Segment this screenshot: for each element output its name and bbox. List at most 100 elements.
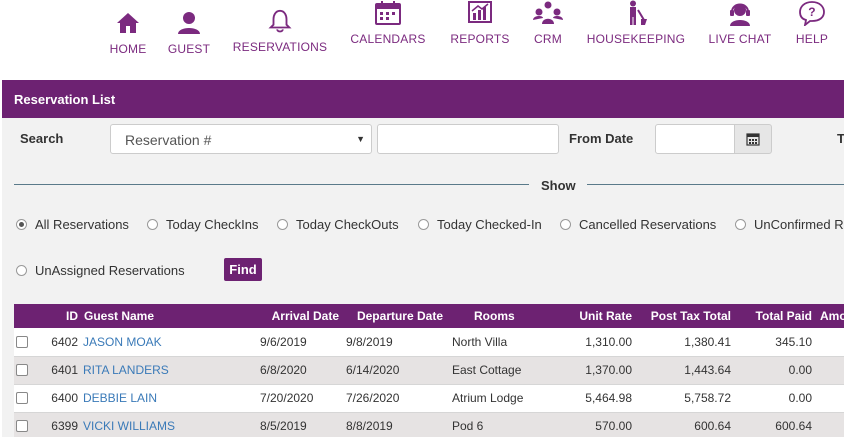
radio-dot[interactable]: [147, 219, 158, 230]
col-guest-name[interactable]: Guest Name: [78, 304, 257, 328]
calendar-icon: [375, 1, 401, 25]
cell-rooms: North Villa: [449, 328, 541, 357]
radio-dot[interactable]: [16, 219, 27, 230]
housekeeping-icon: [630, 0, 647, 25]
reservation-table: ID Guest Name Arrival Date Departure Dat…: [14, 304, 844, 437]
from-date-input[interactable]: [655, 124, 735, 154]
radio-dot[interactable]: [418, 219, 429, 230]
col-amount[interactable]: Amo: [818, 304, 844, 328]
row-checkbox-cell: [14, 384, 42, 413]
col-total-paid[interactable]: Total Paid: [737, 304, 818, 328]
home-icon: [117, 13, 139, 33]
radio-dot[interactable]: [560, 219, 571, 230]
search-label: Search: [20, 131, 64, 146]
row-checkbox-cell: [14, 356, 42, 385]
cell-post-tax: 1,443.64: [638, 356, 737, 385]
cell-guest-name[interactable]: JASON MOAK: [78, 328, 257, 357]
cell-post-tax: 600.64: [638, 412, 737, 437]
search-type-value: Reservation #: [125, 132, 212, 148]
calendar-icon: [746, 133, 760, 146]
radio-cancelled-reservations[interactable]: Cancelled Reservations: [560, 217, 716, 232]
cell-guest-name[interactable]: DEBBIE LAIN: [78, 384, 257, 413]
cell-unit-rate: 5,464.98: [541, 384, 638, 413]
crm-icon: [533, 1, 563, 24]
row-checkbox[interactable]: [16, 420, 28, 432]
nav-reports[interactable]: REPORTS: [448, 0, 512, 46]
radio-unassigned-reservations[interactable]: UnAssigned Reservations: [16, 263, 185, 278]
radio-today-checkouts[interactable]: Today CheckOuts: [277, 217, 399, 232]
cell-unit-rate: 570.00: [541, 412, 638, 437]
col-arrival-date[interactable]: Arrival Date: [257, 304, 343, 328]
col-unit-rate[interactable]: Unit Rate: [541, 304, 638, 328]
cell-post-tax: 5,758.72: [638, 384, 737, 413]
cell-guest-name[interactable]: RITA LANDERS: [78, 356, 257, 385]
find-button[interactable]: Find: [224, 258, 262, 281]
radio-unconfirmed-reservations[interactable]: UnConfirmed R: [735, 217, 844, 232]
table-header-row: ID Guest Name Arrival Date Departure Dat…: [14, 304, 844, 328]
nav-home[interactable]: HOME: [108, 10, 148, 56]
radio-today-checked-in[interactable]: Today Checked-In: [418, 217, 542, 232]
cell-departure: 8/8/2019: [343, 412, 449, 437]
cell-arrival: 8/5/2019: [257, 412, 343, 437]
cell-paid: 600.64: [737, 412, 818, 437]
cell-guest-name[interactable]: VICKI WILLIAMS: [78, 412, 257, 437]
radio-dot[interactable]: [277, 219, 288, 230]
show-label: Show: [541, 178, 576, 193]
bell-icon: [268, 9, 292, 33]
cell-amount: [818, 412, 844, 437]
row-checkbox[interactable]: [16, 364, 28, 376]
cell-departure: 9/8/2019: [343, 328, 449, 357]
radio-today-checkins[interactable]: Today CheckIns: [147, 217, 259, 232]
cell-rooms: Atrium Lodge: [449, 384, 541, 413]
table-row: 6400 DEBBIE LAIN 7/20/2020 7/26/2020 Atr…: [14, 384, 844, 413]
divider-right: [587, 184, 844, 185]
nav-help[interactable]: ? HELP: [794, 0, 830, 46]
row-checkbox-cell: [14, 328, 42, 357]
cell-unit-rate: 1,370.00: [541, 356, 638, 385]
cell-rooms: Pod 6: [449, 412, 541, 437]
nav-guest[interactable]: GUEST: [167, 10, 211, 56]
search-type-select[interactable]: Reservation # ▼: [110, 124, 372, 154]
nav-calendars[interactable]: CALENDARS: [349, 0, 427, 46]
col-id[interactable]: ID: [42, 304, 78, 328]
cell-paid: 0.00: [737, 384, 818, 413]
nav-reservations[interactable]: RESERVATIONS: [232, 8, 328, 54]
chart-icon: [468, 1, 492, 23]
cell-amount: [818, 328, 844, 357]
from-date-calendar-button[interactable]: [734, 124, 772, 154]
nav-live-chat[interactable]: LIVE CHAT: [707, 0, 773, 46]
cell-paid: 345.10: [737, 328, 818, 357]
radio-dot[interactable]: [735, 219, 746, 230]
cell-id: 6402: [42, 328, 78, 357]
cell-departure: 7/26/2020: [343, 384, 449, 413]
cell-arrival: 9/6/2019: [257, 328, 343, 357]
table-row: 6402 JASON MOAK 9/6/2019 9/8/2019 North …: [14, 328, 844, 357]
cell-unit-rate: 1,310.00: [541, 328, 638, 357]
row-checkbox[interactable]: [16, 335, 28, 348]
from-date-label: From Date: [569, 131, 634, 146]
cell-amount: [818, 384, 844, 413]
cell-amount: [818, 356, 844, 385]
nav-housekeeping[interactable]: HOUSEKEEPING: [586, 0, 686, 46]
search-input[interactable]: [377, 124, 559, 154]
cell-id: 6399: [42, 412, 78, 437]
row-checkbox[interactable]: [16, 392, 28, 404]
col-select-header: [14, 304, 42, 328]
help-icon: ?: [799, 1, 825, 26]
nav-crm[interactable]: CRM: [530, 0, 566, 46]
cell-arrival: 7/20/2020: [257, 384, 343, 413]
svg-text:?: ?: [808, 5, 816, 19]
col-rooms[interactable]: Rooms: [449, 304, 541, 328]
headset-icon: [730, 3, 750, 26]
radio-dot[interactable]: [16, 265, 27, 276]
cell-id: 6401: [42, 356, 78, 385]
top-nav: HOME GUEST RESERVATIONS CALENDARS REPORT…: [0, 0, 844, 78]
to-date-label: T: [837, 131, 844, 146]
radio-all-reservations[interactable]: All Reservations: [16, 217, 129, 232]
cell-departure: 6/14/2020: [343, 356, 449, 385]
col-post-tax-total[interactable]: Post Tax Total: [638, 304, 737, 328]
cell-rooms: East Cottage: [449, 356, 541, 385]
col-departure-date[interactable]: Departure Date: [343, 304, 449, 328]
chevron-down-icon: ▼: [356, 134, 365, 144]
cell-post-tax: 1,380.41: [638, 328, 737, 357]
